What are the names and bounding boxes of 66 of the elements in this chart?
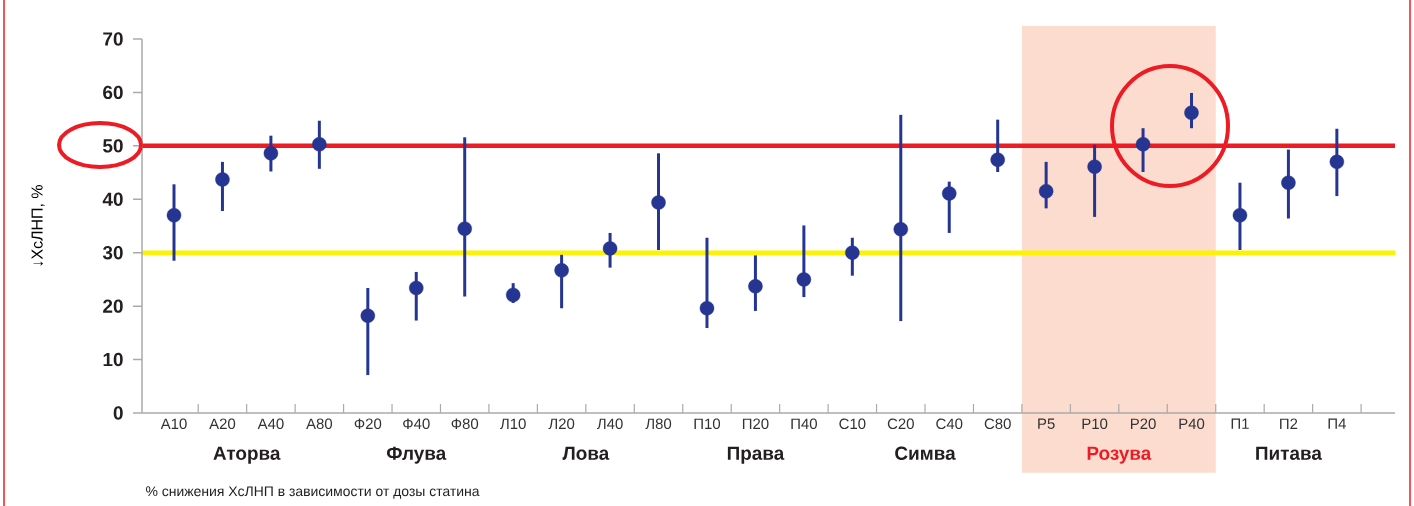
y-tick-label: 30: [102, 245, 123, 260]
point: [1184, 105, 1199, 120]
x-tick-label: П40: [791, 418, 817, 430]
x-tick-label: П2: [1280, 418, 1298, 429]
x-tick-label: С20: [887, 418, 914, 430]
text: Розува: [1087, 446, 1152, 464]
x-tick-label: Л10: [500, 418, 526, 430]
x-tick-label: А40: [257, 418, 284, 430]
x-tick-label: П10: [694, 418, 721, 430]
y-tick-label: 10: [103, 352, 123, 367]
point: [990, 152, 1005, 167]
text: Лова: [562, 446, 610, 460]
point: [263, 146, 279, 161]
y-tick-label: 50: [103, 139, 123, 153]
x-tick-label: С40: [936, 418, 963, 430]
x-tick-label: Р10: [1082, 418, 1108, 430]
point: [651, 195, 666, 210]
x-tick-label: П20: [742, 418, 769, 430]
text: % снижения ХсЛНП в зависимости от дозы статина: [146, 486, 480, 499]
text: Аторва: [213, 446, 281, 464]
y-tick-label: 0: [113, 406, 123, 420]
x-tick-label: Ф40: [403, 418, 430, 430]
text: Питава: [1256, 446, 1323, 460]
x-tick-label: Л40: [596, 418, 623, 430]
point: [1232, 208, 1248, 223]
point: [457, 221, 472, 236]
text: Права: [727, 446, 785, 464]
x-tick-label: Р5: [1038, 418, 1055, 429]
point: [1329, 154, 1345, 170]
y-tick-label: 40: [102, 192, 123, 206]
point: [942, 186, 957, 201]
x-tick-label: Ф20: [354, 418, 382, 430]
x-tick-label: Р20: [1130, 418, 1156, 430]
point: [748, 279, 763, 294]
x-tick-label: Р40: [1179, 418, 1205, 430]
point: [699, 301, 715, 316]
point: [796, 272, 812, 287]
x-tick-label: А80: [306, 418, 333, 430]
point: [312, 137, 327, 152]
x-tick-label: С10: [839, 418, 866, 430]
point: [1281, 175, 1296, 190]
y-axis-title: ↓ХсЛНП, %: [31, 185, 45, 266]
y-tick-label: 70: [103, 32, 123, 46]
point: [602, 241, 618, 256]
point: [360, 308, 376, 323]
point: [845, 245, 860, 260]
point: [1135, 137, 1151, 152]
point: [166, 208, 182, 223]
point: [893, 221, 908, 237]
point: [215, 172, 230, 187]
x-tick-label: П4: [1328, 418, 1346, 429]
point: [554, 263, 569, 278]
point: [1038, 184, 1054, 199]
x-tick-label: Л80: [645, 418, 672, 430]
x-tick-label: А10: [160, 418, 187, 430]
point: [1087, 159, 1102, 174]
x-tick-label: С80: [984, 418, 1011, 430]
x-tick-label: Ф80: [451, 418, 479, 430]
text: Флува: [386, 446, 447, 464]
x-tick-label: А20: [209, 418, 236, 430]
point: [409, 280, 424, 296]
y-tick-label: 60: [103, 85, 123, 100]
text: Симва: [895, 446, 956, 460]
x-tick-label: Л20: [548, 418, 575, 430]
y-tick-label: 20: [103, 299, 123, 313]
x-tick-label: П1: [1231, 418, 1249, 429]
